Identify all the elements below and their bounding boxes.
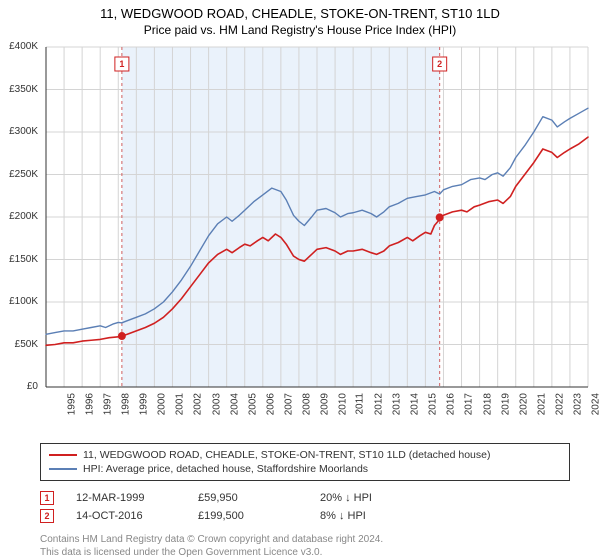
y-axis-label: £350K bbox=[2, 84, 38, 95]
legend-swatch bbox=[49, 454, 77, 456]
marker-delta: 8% ↓ HPI bbox=[320, 510, 420, 522]
legend-label: 11, WEDGWOOD ROAD, CHEADLE, STOKE-ON-TRE… bbox=[83, 449, 490, 461]
marker-row: 1 12-MAR-1999 £59,950 20% ↓ HPI bbox=[40, 489, 570, 507]
x-axis-label: 2021 bbox=[536, 393, 547, 415]
x-axis-label: 2015 bbox=[428, 393, 439, 415]
chart-container: 11, WEDGWOOD ROAD, CHEADLE, STOKE-ON-TRE… bbox=[0, 0, 600, 560]
y-axis-label: £200K bbox=[2, 211, 38, 222]
y-axis-label: £100K bbox=[2, 296, 38, 307]
x-axis-label: 2000 bbox=[157, 393, 168, 415]
chart-svg: 12 bbox=[0, 37, 600, 437]
x-axis-label: 2005 bbox=[247, 393, 258, 415]
footer-line-1: Contains HM Land Registry data © Crown c… bbox=[40, 533, 570, 546]
y-axis-label: £150K bbox=[2, 254, 38, 265]
x-axis-label: 2009 bbox=[319, 393, 330, 415]
footer-attribution: Contains HM Land Registry data © Crown c… bbox=[40, 533, 570, 559]
x-axis-label: 1997 bbox=[102, 393, 113, 415]
svg-text:2: 2 bbox=[437, 59, 442, 69]
x-axis-label: 2006 bbox=[265, 393, 276, 415]
marker-row: 2 14-OCT-2016 £199,500 8% ↓ HPI bbox=[40, 507, 570, 525]
svg-text:1: 1 bbox=[119, 59, 124, 69]
x-axis-label: 2003 bbox=[211, 393, 222, 415]
x-axis-label: 1999 bbox=[139, 393, 150, 415]
y-axis-label: £0 bbox=[2, 381, 38, 392]
x-axis-label: 2017 bbox=[464, 393, 475, 415]
x-axis-label: 2023 bbox=[572, 393, 583, 415]
y-axis-label: £300K bbox=[2, 126, 38, 137]
x-axis-label: 2002 bbox=[193, 393, 204, 415]
legend-item: HPI: Average price, detached house, Staf… bbox=[49, 462, 561, 476]
footer-line-2: This data is licensed under the Open Gov… bbox=[40, 546, 570, 559]
title-block: 11, WEDGWOOD ROAD, CHEADLE, STOKE-ON-TRE… bbox=[0, 0, 600, 37]
legend-swatch bbox=[49, 468, 77, 470]
legend-label: HPI: Average price, detached house, Staf… bbox=[83, 463, 368, 475]
x-axis-label: 2010 bbox=[337, 393, 348, 415]
legend: 11, WEDGWOOD ROAD, CHEADLE, STOKE-ON-TRE… bbox=[40, 443, 570, 481]
chart-area: 12 £0£50K£100K£150K£200K£250K£300K£350K£… bbox=[0, 37, 600, 437]
x-axis-label: 2007 bbox=[283, 393, 294, 415]
x-axis-label: 2011 bbox=[355, 393, 366, 415]
x-axis-label: 1998 bbox=[120, 393, 131, 415]
x-axis-label: 2004 bbox=[229, 393, 240, 415]
x-axis-label: 1995 bbox=[66, 393, 77, 415]
x-axis-label: 2018 bbox=[482, 393, 493, 415]
x-axis-label: 1996 bbox=[84, 393, 95, 415]
chart-title: 11, WEDGWOOD ROAD, CHEADLE, STOKE-ON-TRE… bbox=[0, 6, 600, 21]
x-axis-label: 2024 bbox=[590, 393, 600, 415]
marker-badge: 1 bbox=[40, 491, 54, 505]
chart-subtitle: Price paid vs. HM Land Registry's House … bbox=[0, 23, 600, 37]
x-axis-label: 2012 bbox=[373, 393, 384, 415]
marker-price: £199,500 bbox=[198, 510, 298, 522]
x-axis-label: 2001 bbox=[175, 393, 186, 415]
x-axis-label: 2022 bbox=[554, 393, 565, 415]
marker-date: 12-MAR-1999 bbox=[76, 492, 176, 504]
y-axis-label: £400K bbox=[2, 41, 38, 52]
x-axis-label: 2016 bbox=[446, 393, 457, 415]
x-axis-label: 2008 bbox=[301, 393, 312, 415]
y-axis-label: £250K bbox=[2, 169, 38, 180]
x-axis-label: 2014 bbox=[410, 393, 421, 415]
marker-delta: 20% ↓ HPI bbox=[320, 492, 420, 504]
x-axis-label: 2013 bbox=[391, 393, 402, 415]
marker-table: 1 12-MAR-1999 £59,950 20% ↓ HPI 2 14-OCT-2016… bbox=[40, 489, 570, 525]
legend-item: 11, WEDGWOOD ROAD, CHEADLE, STOKE-ON-TRE… bbox=[49, 448, 561, 462]
marker-date: 14-OCT-2016 bbox=[76, 510, 176, 522]
y-axis-label: £50K bbox=[2, 339, 38, 350]
marker-price: £59,950 bbox=[198, 492, 298, 504]
x-axis-label: 2020 bbox=[518, 393, 529, 415]
marker-badge: 2 bbox=[40, 509, 54, 523]
x-axis-label: 2019 bbox=[500, 393, 511, 415]
